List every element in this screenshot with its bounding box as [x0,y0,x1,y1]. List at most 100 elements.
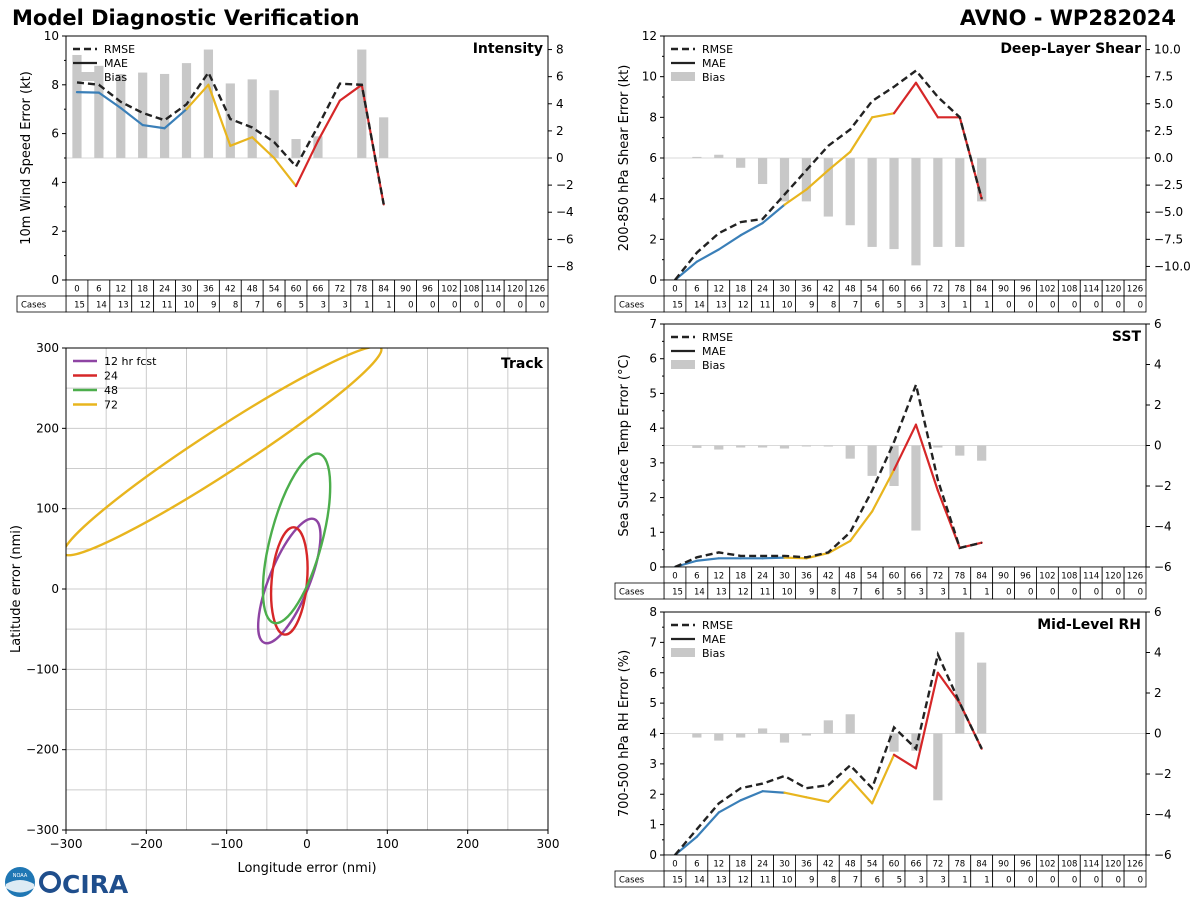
rh-case-count: 0 [1050,876,1055,886]
shear-lead-label: 72 [932,285,943,295]
intensity-mae-segment [141,123,166,130]
rh-mae-segment [805,796,830,803]
rh-bias-bar [823,720,833,734]
intensity-lead-label: 120 [507,285,523,295]
shear-bias-bar [867,158,877,247]
sst-bias-bar [911,445,921,531]
rh-bias-bar [955,632,965,734]
sst-mae-segment [783,556,808,560]
intensity-rmse-line [76,70,385,205]
shear-y2tick-label: 7.5 [1154,70,1173,84]
shear-mae-segment [739,221,764,237]
intensity-lead-label: 24 [159,285,170,295]
intensity-ytick-label: 4 [51,175,59,189]
rh-mae-segment [936,671,961,705]
shear-lead-label: 60 [889,285,900,295]
rh-bias-bar [933,733,943,801]
intensity-y2tick-label: 6 [556,70,564,84]
intensity-lead-label: 54 [269,285,280,295]
shear-legend-rmse-label: RMSE [702,43,733,56]
track-ellipse-48 [261,452,332,625]
sst-title: SST [1112,329,1142,345]
rh-ylabel: 700-500 hPa RH Error (%) [617,650,632,817]
sst-case-cell [1123,582,1147,600]
track-legend-label: 24 [104,370,118,383]
shear-panel: 024681012−10.0−7.5−5.0−2.50.02.55.07.510… [614,29,1191,313]
intensity-y2tick-label: −8 [556,259,574,273]
rh-ytick-label: 6 [649,666,657,680]
intensity-y2tick-label: 8 [556,43,564,57]
rh-legend-rmse-label: RMSE [702,619,733,632]
sst-ytick-label: 1 [649,525,657,539]
shear-bias-bar [977,158,987,202]
sst-lead-label: 30 [779,572,790,582]
shear-bias-bar [757,158,768,185]
sst-mae-segment [914,423,939,492]
rh-legend-mae-label: MAE [702,633,726,646]
track-ylabel: Latitude error (nmi) [9,525,24,653]
intensity-case-count: 10 [184,301,195,311]
sst-case-count: 0 [1094,588,1099,598]
noaa-logo-text: NOAA [13,873,28,879]
shear-ytick-label: 2 [649,232,657,246]
intensity-lead-label: 90 [400,285,411,295]
rh-case-count: 10 [782,876,793,886]
sst-lead-label: 114 [1083,572,1099,582]
shear-y2tick-label: −5.0 [1154,205,1183,219]
rh-bias-bar [736,733,746,738]
track-xtick-label: 200 [456,837,479,851]
rh-case-count: 1 [984,876,989,886]
sst-ylabel: Sea Surface Temp Error (°C) [617,354,632,536]
intensity-case-count: 13 [118,301,129,311]
logo-group: NOAA CIRA [5,867,129,899]
sst-y2tick-label: 4 [1154,358,1162,372]
sst-ytick-label: 2 [649,491,657,505]
intensity-bias-bar [159,73,170,158]
rh-bias-bar [801,733,812,736]
sst-mae-segment [827,539,852,555]
sst-ytick-label: 4 [649,421,657,435]
track-ytick-label: 200 [36,421,59,435]
intensity-lead-label: 72 [334,285,345,295]
intensity-bias-bar [94,65,104,158]
intensity-ylabel: 10m Wind Speed Error (kt) [19,71,34,245]
intensity-case-count: 0 [540,301,545,311]
sst-mae-segment [849,510,874,543]
shear-lead-label: 30 [779,285,790,295]
shear-case-count: 5 [897,301,902,311]
intensity-mae-segment [119,106,144,127]
sst-lead-label: 42 [823,572,834,582]
sst-case-count: 3 [940,588,945,598]
track-ytick-label: −300 [26,823,59,837]
sst-case-count: 0 [1072,588,1077,598]
shear-lead-label: 90 [998,285,1009,295]
intensity-ytick-label: 8 [51,78,59,92]
intensity-lead-label: 42 [225,285,236,295]
sst-lead-label: 60 [889,572,900,582]
sst-bias-bar [889,445,899,486]
intensity-case-count: 14 [96,301,107,311]
rh-bias-bar [911,733,921,751]
shear-case-count: 10 [782,301,793,311]
intensity-case-count: 5 [299,301,304,311]
intensity-bias-bar [116,73,126,158]
intensity-legend-bias-swatch [73,72,97,81]
shear-mae-segment [849,116,874,153]
rh-mae-segment [914,671,939,770]
sst-lead-label: 90 [998,572,1009,582]
sst-legend-bias-swatch [671,360,695,369]
rh-mae-segment [695,811,720,838]
rh-y2tick-label: −2 [1154,767,1172,781]
sst-bias-bar [977,445,987,461]
shear-bias-bar [692,156,702,158]
intensity-bias-bar [379,117,389,158]
sst-lead-label: 18 [735,572,746,582]
rh-lead-label: 120 [1105,860,1121,870]
intensity-bias-bar [72,54,82,158]
rh-y2tick-label: −4 [1154,808,1172,822]
sst-case-count: 6 [875,588,880,598]
intensity-cases-header-cell [16,295,67,313]
intensity-mae-segment [273,156,298,188]
shear-lead-label: 6 [694,285,699,295]
rh-lead-label: 90 [998,860,1009,870]
